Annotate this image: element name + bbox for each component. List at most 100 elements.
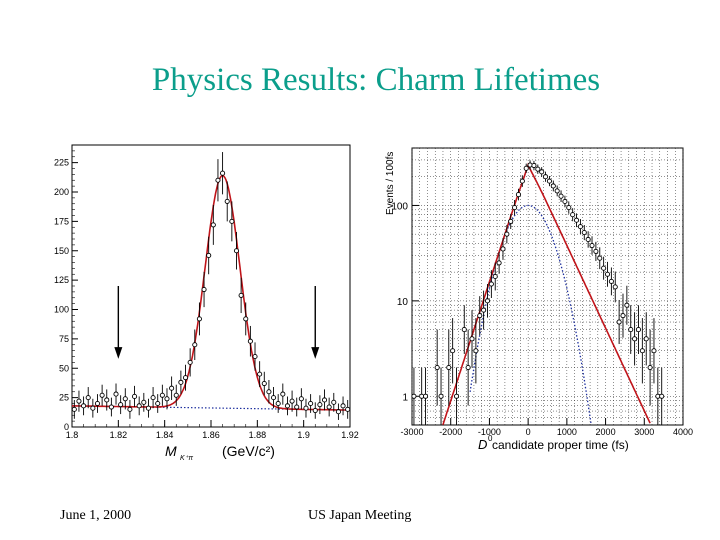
lifetime-data-point [647, 365, 653, 371]
mass-data-point [270, 395, 277, 401]
mass-data-point [312, 407, 318, 414]
mass-data-point [266, 389, 272, 395]
mass-x-tick-label: 1.8 [66, 430, 79, 440]
lifetime-x-tick-label: 1000 [557, 427, 577, 437]
mass-chart-frame [71, 144, 351, 428]
mass-data-point [280, 391, 286, 397]
mass-data-point [335, 409, 341, 415]
lifetime-y-axis-label: Events / 100fs [385, 152, 396, 215]
lifetime-x-tick-label: -2000 [439, 427, 462, 437]
mass-data-point [131, 393, 138, 400]
mass-data-point [145, 405, 151, 411]
mass-y-tick-label: 75 [59, 334, 69, 344]
lifetime-data-point [434, 365, 440, 371]
lifetime-y-tick-label: 100 [391, 201, 408, 212]
lifetime-data-point [608, 278, 614, 284]
lifetime-x-axis-label-sup: 0 [488, 434, 493, 443]
lifetime-data-point [597, 255, 603, 261]
lifetime-x-tick-label: 0 [526, 427, 531, 437]
mass-x-axis-label-main: M [165, 443, 177, 459]
mass-y-tick-label: 200 [54, 187, 69, 197]
lifetime-data-point [481, 307, 487, 313]
lifetime-data-point [589, 242, 595, 249]
lifetime-x-tick-label: -1000 [478, 427, 501, 437]
mass-data-point [187, 359, 193, 365]
lifetime-data-point [577, 224, 583, 230]
lifetime-data-point [438, 393, 444, 399]
mass-data-point [261, 380, 267, 387]
mass-data-point [284, 403, 291, 409]
lifetime-chart-frame [411, 147, 684, 426]
lifetime-data-point [628, 327, 634, 333]
lifetime-fit-line [442, 162, 651, 426]
mass-x-tick-label: 1.92 [341, 430, 359, 440]
mass-data-point [108, 404, 114, 410]
lifetime-data-point [515, 192, 522, 198]
lifetime-data-point [585, 236, 591, 243]
lifetime-data-point [519, 178, 525, 184]
mass-data-point [118, 402, 124, 408]
mass-data-point [229, 218, 235, 224]
lifetime-data-point [616, 319, 622, 325]
mass-data-point [90, 405, 96, 411]
mass-data-point [164, 396, 170, 402]
mass-data-point [182, 375, 189, 381]
lifetime-data-point [465, 365, 471, 371]
mass-x-tick-label: 1.84 [156, 430, 174, 440]
lifetime-y-tick-label: 10 [397, 297, 409, 308]
mass-data-point [233, 248, 240, 254]
mass-data-point [159, 392, 165, 398]
lifetime-data-point [488, 281, 494, 287]
mass-data-point [252, 353, 258, 360]
lifetime-data-point [604, 271, 611, 277]
lifetime-data-point [422, 393, 429, 399]
lifetime-data-point [566, 205, 572, 211]
mass-data-point [141, 399, 147, 405]
mass-y-tick-label: 150 [54, 246, 69, 256]
mass-data-point [81, 403, 87, 409]
mass-data-point [201, 286, 207, 293]
mass-data-point [127, 406, 133, 412]
mass-data-point [247, 338, 253, 344]
mass-data-point [85, 395, 91, 401]
lifetime-data-point [496, 260, 502, 266]
lifetime-data-point [639, 348, 645, 354]
mass-data-point [220, 170, 226, 176]
mass-data-point [275, 400, 281, 407]
mass-y-tick-label: 225 [54, 158, 69, 168]
mass-data-point [215, 177, 221, 183]
lifetime-chart-ticks: 1 10 100 -3000 -2000 -1000 0 1000 2000 3000 4000 [391, 201, 693, 437]
lifetime-data-point [450, 348, 456, 354]
mass-data-point [303, 405, 309, 411]
mass-fit-curve [71, 174, 350, 411]
mass-data-point [94, 400, 101, 407]
mass-y-tick-label: 125 [54, 275, 69, 285]
mass-data-point [155, 400, 161, 407]
lifetime-data-point [461, 327, 467, 333]
mass-x-tick-label: 1.88 [249, 430, 267, 440]
lifetime-data-point [446, 365, 452, 371]
mass-x-tick-label: 1.82 [110, 430, 128, 440]
lifetime-data-point [453, 393, 460, 399]
lifetime-data-point [539, 169, 545, 175]
lifetime-data-point [512, 205, 518, 211]
lifetime-x-tick-label: -3000 [400, 427, 423, 437]
mass-data-point [76, 398, 82, 404]
mass-data-point [317, 402, 323, 408]
lifetime-data-point [543, 174, 549, 180]
mass-data-point [178, 379, 184, 385]
mass-data-point [298, 396, 304, 402]
mass-data-point [206, 252, 212, 258]
mass-x-tick-label: 1.9 [297, 430, 310, 440]
lifetime-data-point [504, 231, 510, 237]
mass-data-point [210, 222, 216, 228]
mass-x-axis-label-unit: (GeV/c²) [222, 443, 275, 459]
lifetime-data-points [411, 160, 665, 425]
mass-y-tick-label: 25 [59, 393, 69, 403]
lifetime-x-tick-label: 4000 [673, 427, 693, 437]
footer-date: June 1, 2000 [60, 508, 132, 523]
mass-y-tick-label: 100 [54, 305, 69, 315]
lifetime-data-point [484, 298, 491, 304]
lifetime-data-point [612, 284, 618, 290]
